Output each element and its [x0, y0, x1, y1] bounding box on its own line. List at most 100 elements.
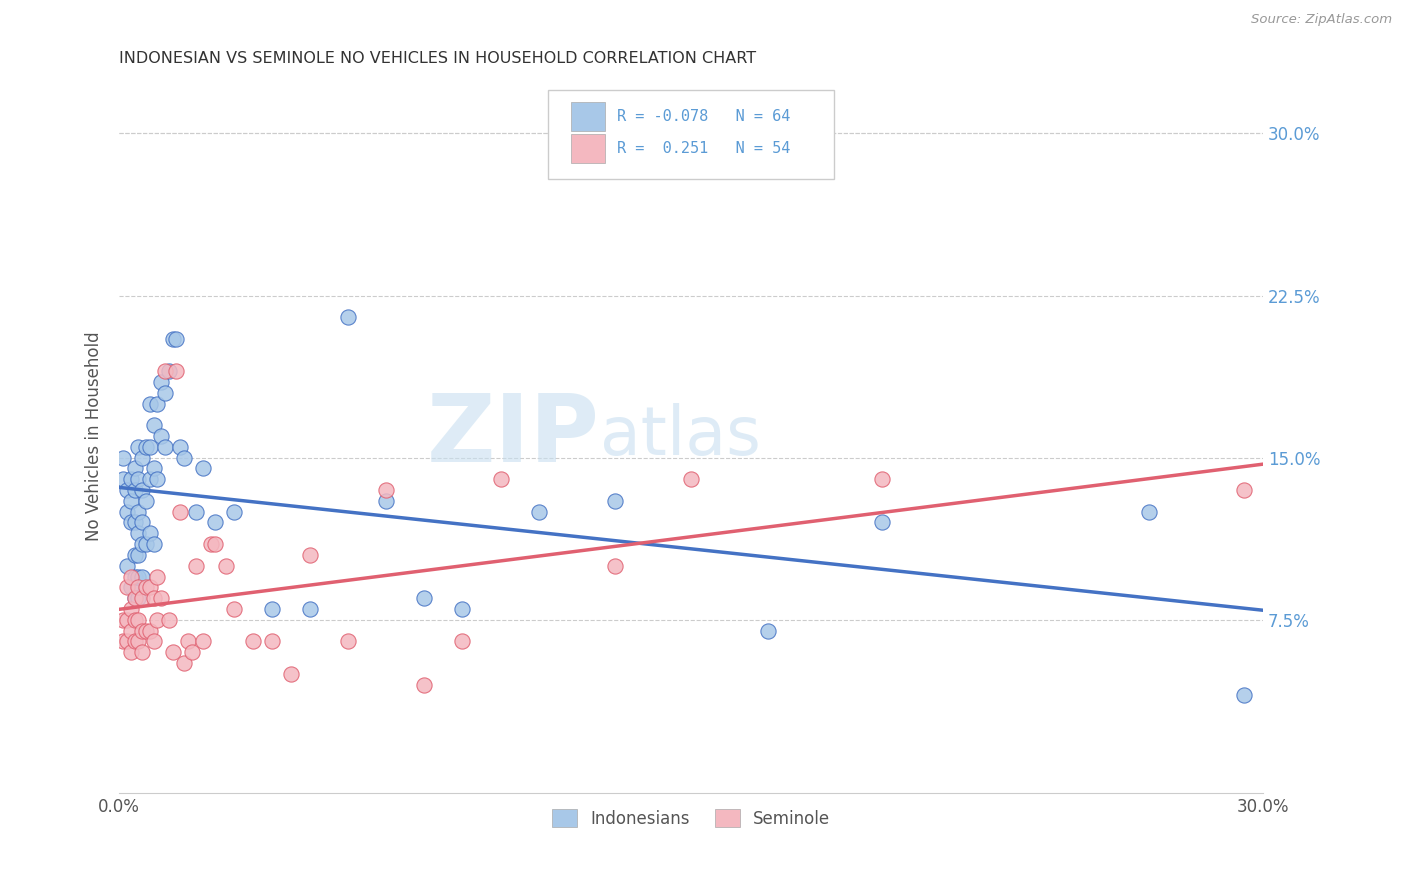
Point — [124, 516, 146, 530]
Point — [124, 461, 146, 475]
Point — [142, 418, 165, 433]
Point — [173, 656, 195, 670]
Point — [166, 364, 188, 378]
Point — [1137, 505, 1160, 519]
Point — [146, 613, 169, 627]
Point — [112, 472, 135, 486]
Point — [489, 472, 512, 486]
Point — [184, 558, 207, 573]
Point — [142, 591, 165, 606]
Point — [127, 569, 149, 583]
Point — [191, 461, 214, 475]
Text: INDONESIAN VS SEMINOLE NO VEHICLES IN HOUSEHOLD CORRELATION CHART: INDONESIAN VS SEMINOLE NO VEHICLES IN HO… — [120, 51, 756, 66]
Point — [204, 537, 226, 551]
Point — [142, 461, 165, 475]
Point — [131, 537, 153, 551]
Point — [157, 364, 180, 378]
Point — [337, 634, 360, 648]
Point — [124, 613, 146, 627]
Point — [169, 505, 191, 519]
Point — [127, 580, 149, 594]
Point — [115, 613, 138, 627]
Point — [139, 624, 162, 638]
Point — [120, 569, 142, 583]
Point — [127, 440, 149, 454]
Point — [120, 493, 142, 508]
Point — [280, 666, 302, 681]
Point — [413, 677, 436, 691]
Point — [135, 440, 157, 454]
Point — [115, 558, 138, 573]
Point — [127, 526, 149, 541]
Point — [191, 634, 214, 648]
Point — [162, 645, 184, 659]
Point — [1233, 689, 1256, 703]
Point — [157, 613, 180, 627]
Point — [146, 569, 169, 583]
Point — [222, 602, 245, 616]
Text: R = -0.078   N = 64: R = -0.078 N = 64 — [617, 109, 790, 124]
Point — [142, 537, 165, 551]
Point — [135, 580, 157, 594]
Point — [146, 472, 169, 486]
Point — [115, 483, 138, 497]
Point — [177, 634, 200, 648]
Point — [166, 332, 188, 346]
Point — [127, 613, 149, 627]
Point — [603, 558, 626, 573]
Point — [1233, 483, 1256, 497]
Point — [153, 385, 176, 400]
Point — [222, 505, 245, 519]
Point — [180, 645, 202, 659]
Y-axis label: No Vehicles in Household: No Vehicles in Household — [86, 331, 103, 541]
Point — [131, 516, 153, 530]
Point — [120, 624, 142, 638]
Point — [131, 450, 153, 465]
Point — [124, 591, 146, 606]
Point — [681, 472, 703, 486]
Point — [131, 591, 153, 606]
Point — [120, 472, 142, 486]
Point — [204, 516, 226, 530]
Point — [173, 450, 195, 465]
Point — [115, 505, 138, 519]
Point — [215, 558, 238, 573]
Point — [153, 440, 176, 454]
Point — [131, 645, 153, 659]
Point — [131, 624, 153, 638]
Point — [135, 537, 157, 551]
Point — [124, 591, 146, 606]
Text: Source: ZipAtlas.com: Source: ZipAtlas.com — [1251, 13, 1392, 27]
Legend: Indonesians, Seminole: Indonesians, Seminole — [546, 803, 837, 834]
Point — [131, 483, 153, 497]
Bar — [571, 135, 606, 163]
Point — [139, 526, 162, 541]
Point — [298, 602, 321, 616]
Point — [112, 613, 135, 627]
Point — [112, 450, 135, 465]
Point — [127, 472, 149, 486]
Point — [375, 483, 398, 497]
Point — [115, 634, 138, 648]
Text: R =  0.251   N = 54: R = 0.251 N = 54 — [617, 141, 790, 156]
Point — [124, 569, 146, 583]
Point — [756, 624, 779, 638]
Point — [184, 505, 207, 519]
Point — [451, 602, 474, 616]
Point — [124, 548, 146, 562]
Bar — [571, 103, 606, 131]
Point — [139, 580, 162, 594]
Point — [127, 591, 149, 606]
Point — [169, 440, 191, 454]
Point — [337, 310, 360, 325]
Point — [115, 580, 138, 594]
Point — [139, 396, 162, 410]
Point — [200, 537, 222, 551]
Point — [135, 624, 157, 638]
Point — [298, 548, 321, 562]
Point — [162, 332, 184, 346]
Point — [451, 634, 474, 648]
Text: ZIP: ZIP — [427, 390, 600, 482]
Point — [120, 580, 142, 594]
Point — [153, 364, 176, 378]
